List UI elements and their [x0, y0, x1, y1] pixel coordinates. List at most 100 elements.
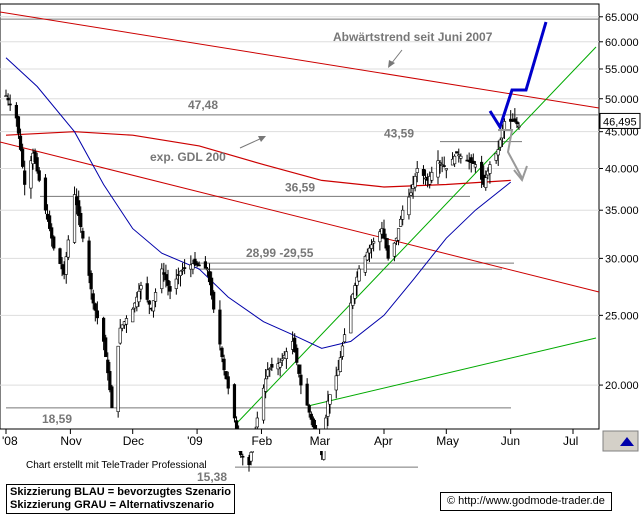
candle: [104, 334, 108, 358]
candle-body: [16, 116, 21, 134]
candle-body: [365, 251, 369, 261]
annotation-arrowhead: [258, 136, 266, 142]
candle: [440, 156, 444, 173]
candle: [436, 150, 440, 184]
candle: [305, 378, 309, 406]
candle-body: [50, 227, 54, 239]
x-tick-label: '08: [2, 434, 18, 448]
x-tick-label: Jun: [501, 434, 520, 448]
candle: [378, 229, 382, 251]
candle: [415, 161, 419, 183]
candle: [93, 302, 97, 322]
candle-body: [162, 272, 166, 275]
candle: [43, 174, 48, 215]
candle: [299, 364, 303, 395]
candle: [162, 262, 166, 282]
candle-body: [64, 256, 68, 275]
candle: [409, 184, 413, 197]
candle-body: [407, 196, 411, 216]
candle-body: [484, 177, 488, 188]
moving-average-line: [5, 57, 512, 349]
candle-body: [33, 151, 37, 163]
candle: [336, 359, 340, 376]
candle: [261, 384, 266, 424]
candle: [457, 148, 461, 163]
candle-body: [48, 215, 52, 229]
source-link[interactable]: © http://www.godmode-trader.de: [440, 492, 612, 511]
candle: [351, 292, 355, 310]
candle: [459, 153, 463, 164]
candle-body: [147, 300, 151, 305]
candle: [382, 219, 386, 240]
y-tick-label: 20.000: [605, 380, 639, 392]
candle-body: [21, 148, 25, 167]
candle-body: [43, 177, 48, 211]
candle-body: [102, 317, 106, 342]
x-tick-label: Dec: [123, 434, 144, 448]
candle: [220, 346, 224, 363]
candle: [342, 328, 347, 344]
candle: [363, 254, 367, 276]
candle: [295, 344, 299, 366]
candle-body: [151, 300, 156, 312]
candle: [517, 122, 521, 130]
y-tick-label: 45.000: [605, 127, 639, 139]
candle-body: [124, 318, 129, 325]
price-level-label: 28,99 -29,55: [246, 246, 314, 260]
candle-body: [513, 118, 517, 122]
candle: [108, 361, 112, 393]
candle-body: [498, 139, 502, 148]
candle: [91, 289, 95, 310]
candle-body: [93, 303, 97, 311]
copyright-icon: ©: [447, 495, 456, 507]
annotation-arrow: [390, 49, 403, 65]
candle-body: [4, 95, 8, 97]
candle-body: [164, 274, 168, 281]
candle: [367, 244, 372, 263]
candle-body: [131, 308, 135, 323]
candle-body: [6, 97, 10, 101]
x-tick-label: Mar: [310, 434, 331, 448]
scenario-gray-label: Skizzierung GRAU = Alternativszenario: [10, 499, 215, 511]
candle: [453, 154, 457, 168]
x-tick-label: May: [436, 434, 459, 448]
candle-body: [91, 293, 95, 304]
candle-body: [438, 162, 442, 164]
candle: [137, 283, 141, 307]
candle-body: [409, 192, 413, 196]
candle: [193, 251, 197, 267]
candle: [87, 236, 91, 284]
candle-body: [153, 292, 158, 302]
candle: [52, 235, 56, 251]
candle: [131, 307, 135, 323]
candle: [147, 299, 151, 315]
candle-body: [295, 347, 299, 363]
candle: [164, 264, 168, 288]
candle-body: [421, 168, 426, 176]
candle-body: [241, 455, 245, 458]
candle-body: [203, 261, 207, 269]
candle: [401, 205, 405, 226]
candle-body: [473, 164, 477, 168]
candle: [421, 165, 426, 185]
candle: [280, 353, 284, 367]
candle-body: [386, 245, 390, 259]
candle-body: [207, 271, 212, 283]
candle: [191, 259, 195, 275]
candle: [268, 367, 272, 377]
toolbar-button[interactable]: [602, 430, 639, 452]
candle: [160, 263, 164, 294]
candle-body: [480, 161, 484, 180]
candle: [124, 315, 129, 333]
price-level-label: 18,59: [42, 412, 72, 426]
candle-body: [353, 285, 357, 299]
candle: [309, 411, 313, 426]
candle-body: [222, 358, 226, 371]
last-price-tag: [599, 112, 641, 129]
candle-body: [415, 168, 419, 173]
price-level-label: 15,38: [197, 470, 227, 484]
annotation-arrow: [239, 137, 263, 149]
candle-body: [457, 154, 461, 157]
candle: [58, 247, 62, 265]
candle-body: [205, 268, 210, 271]
